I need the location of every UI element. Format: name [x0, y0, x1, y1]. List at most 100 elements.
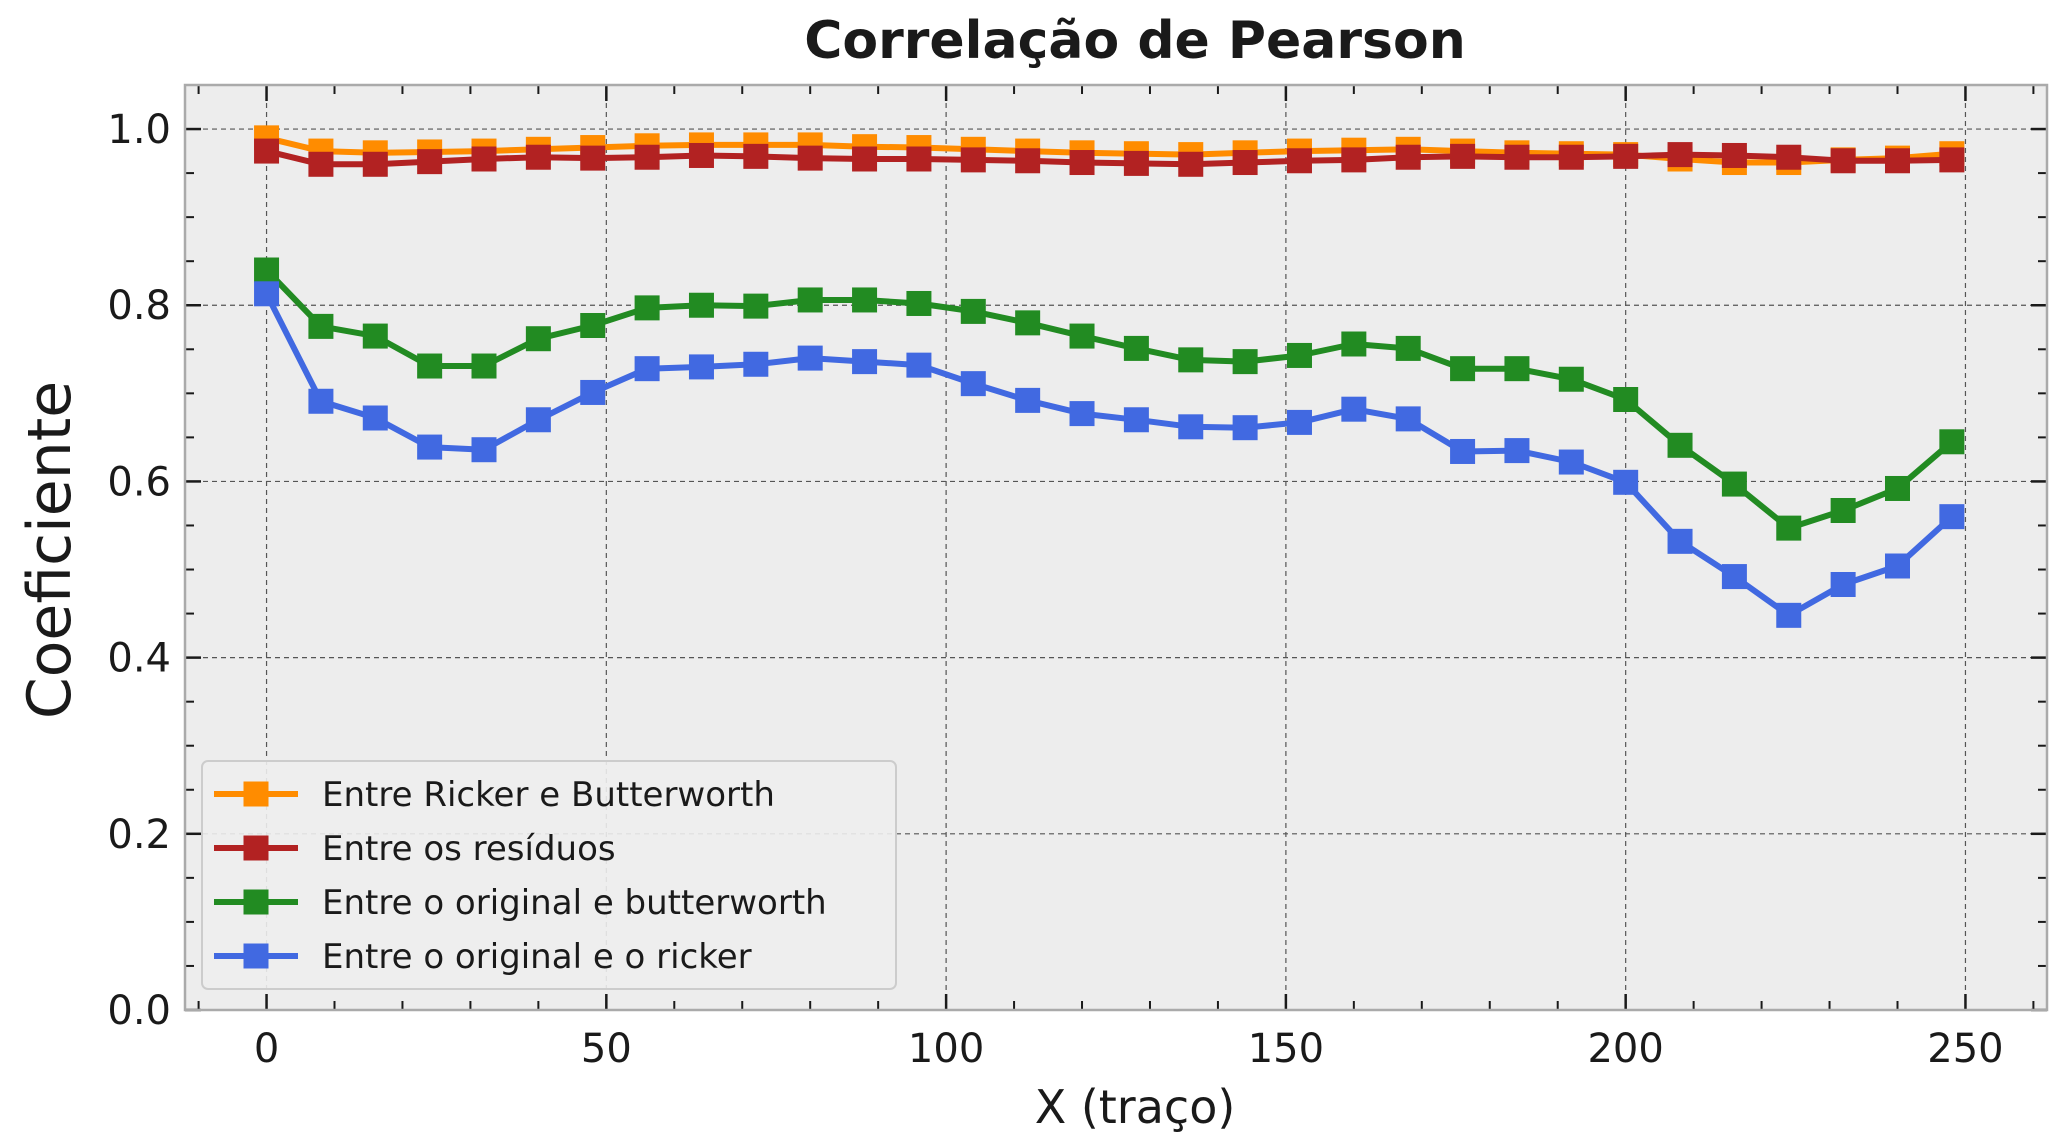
series-3-point-10	[797, 345, 823, 371]
y-axis-label: Coeficiente	[15, 381, 85, 719]
series-3-point-23	[1504, 438, 1530, 464]
series-2-point-18	[1232, 349, 1258, 375]
series-3-point-20	[1341, 396, 1367, 422]
series-3-point-15	[1069, 401, 1095, 427]
legend-marker-0	[243, 781, 269, 807]
x-tick-label-0: 0	[254, 1026, 279, 1072]
series-1-point-31	[1939, 147, 1965, 173]
series-3-point-11	[852, 349, 878, 375]
series-2-point-6	[580, 313, 606, 338]
series-1-point-7	[634, 144, 660, 170]
series-1-point-25	[1613, 143, 1639, 169]
series-2-point-29	[1830, 498, 1856, 523]
series-3-point-8	[688, 354, 714, 380]
series-2-point-25	[1613, 387, 1639, 412]
series-3-point-21	[1395, 406, 1421, 432]
series-2-point-15	[1069, 323, 1095, 349]
series-2-point-24	[1558, 366, 1584, 392]
series-3-point-2	[362, 405, 388, 431]
series-2-point-1	[308, 313, 334, 339]
series-1-point-28	[1776, 144, 1802, 170]
series-1-point-4	[471, 146, 497, 172]
legend-label-1: Entre os resíduos	[322, 829, 616, 869]
series-1-point-30	[1884, 148, 1910, 174]
y-tick-label-4: 0.8	[107, 283, 171, 329]
series-3-point-9	[743, 351, 769, 377]
series-1-point-10	[797, 145, 823, 171]
series-2-point-10	[797, 287, 823, 313]
series-1-point-6	[580, 145, 606, 171]
series-2-point-31	[1939, 429, 1965, 455]
x-tick-label-4: 200	[1587, 1026, 1663, 1072]
legend-label-0: Entre Ricker e Butterworth	[322, 775, 775, 815]
series-2-point-20	[1341, 331, 1367, 357]
series-3-point-12	[906, 352, 932, 378]
x-tick-label-1: 50	[581, 1026, 632, 1072]
series-2-point-2	[362, 323, 388, 349]
x-tick-label-5: 250	[1927, 1026, 2003, 1072]
series-2-point-0	[254, 257, 280, 283]
series-1-point-5	[525, 144, 551, 170]
series-2-point-19	[1286, 342, 1312, 368]
series-2-point-9	[743, 293, 769, 319]
series-1-point-17	[1178, 151, 1204, 177]
series-2-point-4	[471, 353, 497, 379]
series-3-point-17	[1178, 414, 1204, 440]
series-1-point-21	[1395, 144, 1421, 170]
series-2-point-16	[1123, 335, 1149, 361]
series-1-point-27	[1721, 142, 1747, 168]
series-1-point-14	[1015, 148, 1041, 174]
series-1-point-20	[1341, 147, 1367, 173]
series-2-point-13	[960, 298, 986, 324]
series-3-point-24	[1558, 449, 1584, 475]
series-2-point-7	[634, 295, 660, 321]
y-tick-label-0: 0.0	[107, 988, 171, 1034]
x-tick-label-2: 100	[908, 1026, 984, 1072]
series-3-point-28	[1776, 602, 1802, 628]
y-tick-label-5: 1.0	[107, 107, 171, 153]
series-1-point-26	[1667, 142, 1693, 168]
series-2-point-3	[417, 353, 443, 379]
series-1-point-8	[688, 142, 714, 168]
series-1-point-16	[1123, 150, 1149, 176]
legend-marker-2	[243, 889, 269, 915]
series-3-point-25	[1613, 469, 1639, 495]
series-3-point-16	[1123, 407, 1149, 433]
series-2-point-30	[1884, 475, 1910, 501]
legend-marker-3	[243, 943, 269, 969]
series-1-point-0	[254, 138, 280, 164]
plot-frame	[183, 83, 2049, 1012]
legend-label-3: Entre o original e o ricker	[322, 937, 752, 977]
series-1-point-19	[1286, 148, 1312, 174]
series-1-point-29	[1830, 148, 1856, 174]
series-3-point-27	[1721, 564, 1747, 590]
series-2-point-5	[525, 326, 551, 352]
series-1-point-13	[960, 147, 986, 173]
series-3-point-6	[580, 379, 606, 405]
series-1-point-18	[1232, 150, 1258, 176]
series-1-point-23	[1504, 144, 1530, 170]
chart-title: Correlação de Pearson	[804, 11, 1466, 71]
series-3-point-19	[1286, 409, 1312, 435]
series-2-point-26	[1667, 432, 1693, 458]
series-1-point-11	[852, 146, 878, 172]
series-3-point-3	[417, 434, 443, 460]
series-2-point-14	[1015, 310, 1041, 336]
series-2-point-23	[1504, 356, 1530, 382]
series-2-point-8	[688, 292, 714, 318]
series-3-point-4	[471, 437, 497, 463]
series-2-point-27	[1721, 471, 1747, 497]
series-3-point-1	[308, 388, 334, 414]
series-2-point-21	[1395, 335, 1421, 361]
series-1-point-2	[362, 151, 388, 177]
series-3-point-14	[1015, 387, 1041, 413]
series-1-point-12	[906, 146, 932, 172]
series-1-point-1	[308, 151, 334, 177]
series-3-point-18	[1232, 415, 1258, 441]
series-3-point-30	[1884, 553, 1910, 579]
series-1-point-22	[1450, 143, 1476, 169]
series-3-point-5	[525, 407, 551, 433]
x-tick-label-3: 150	[1248, 1026, 1324, 1072]
